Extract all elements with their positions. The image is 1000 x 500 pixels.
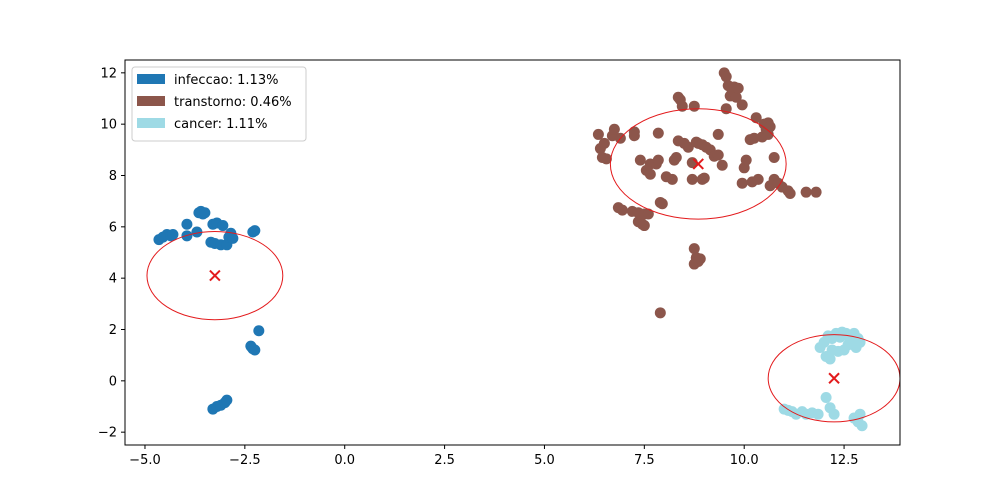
- data-point-s2-33: [854, 408, 866, 420]
- data-point-s1-12: [628, 130, 640, 142]
- data-point-s1-15: [634, 154, 646, 166]
- cluster-ellipse-1: [609, 108, 787, 220]
- data-point-s1-84: [800, 186, 812, 198]
- data-point-s1-20: [642, 208, 654, 220]
- centroid-x-marker-1: [692, 158, 704, 170]
- data-point-s1-90: [694, 253, 706, 265]
- data-point-s0-21: [227, 232, 239, 244]
- data-point-s1-38: [682, 141, 694, 153]
- data-point-s1-9: [616, 204, 628, 216]
- x-tick-label-5: 7.5: [634, 453, 655, 468]
- legend-box: [131, 66, 307, 142]
- data-point-s1-6: [608, 123, 620, 135]
- data-point-s0-11: [199, 207, 211, 219]
- data-point-s1-24: [652, 154, 664, 166]
- x-tick-label-6: 10.0: [730, 453, 759, 468]
- y-axis: −2 0 2 4 6 8 10 12: [98, 66, 125, 441]
- legend-label-2: cancer: 1.11%: [174, 117, 267, 132]
- data-point-s1-85: [810, 186, 822, 198]
- data-point-s1-3: [598, 137, 610, 149]
- data-point-s0-32: [221, 394, 233, 406]
- y-tick-label-2: 2: [109, 323, 117, 338]
- data-point-s1-70: [752, 173, 764, 185]
- legend: infeccao: 1.13% transtorno: 0.46% cancer: …: [131, 66, 307, 142]
- cluster-ellipse-0: [146, 230, 284, 321]
- centroid-x-marker-0: [209, 269, 221, 282]
- data-point-s1-22: [644, 168, 656, 180]
- legend-swatch-1: [137, 96, 165, 106]
- data-point-s0-23: [249, 225, 261, 237]
- data-point-s2-27: [820, 392, 832, 404]
- data-point-s1-55: [720, 71, 732, 83]
- x-tick-label-3: 2.5: [434, 453, 455, 468]
- data-point-s0-6: [181, 230, 193, 242]
- x-axis: −5.0 −2.5 0.0 2.5 5.0 7.5 10.0 12.5: [129, 445, 859, 468]
- data-point-s2-29: [828, 408, 840, 420]
- y-tick-label-0: −2: [98, 426, 117, 441]
- data-point-s2-32: [856, 420, 868, 432]
- plot-frame: [124, 59, 901, 446]
- data-point-s1-63: [736, 99, 748, 111]
- data-point-s1-32: [670, 152, 682, 164]
- x-tick-label-1: −2.5: [229, 453, 261, 468]
- data-point-s2-15: [824, 353, 836, 365]
- legend-label-1: transtorno: 0.46%: [174, 95, 292, 110]
- data-point-s1-41: [688, 100, 700, 112]
- data-point-s1-53: [720, 103, 732, 115]
- centroid-x-marker-2: [828, 372, 840, 384]
- data-point-s1-51: [712, 128, 724, 140]
- x-tick-label-7: 12.5: [830, 453, 859, 468]
- data-point-s1-65: [740, 154, 752, 166]
- data-point-s2-26: [812, 408, 824, 420]
- data-point-s0-24: [253, 325, 265, 337]
- data-point-s1-40: [686, 173, 698, 185]
- legend-swatch-0: [137, 74, 165, 84]
- data-points: [153, 67, 868, 432]
- y-tick-label-5: 8: [109, 169, 117, 184]
- y-tick-label-7: 12: [100, 66, 117, 81]
- data-point-s1-0: [592, 128, 604, 140]
- data-point-s0-17: [217, 220, 229, 232]
- data-point-s1-77: [764, 121, 776, 133]
- y-tick-label-6: 10: [100, 118, 117, 133]
- data-point-s1-78: [768, 152, 780, 164]
- legend-label-0: infeccao: 1.13%: [174, 73, 278, 88]
- data-point-s1-62: [736, 177, 748, 189]
- x-tick-label-2: 0.0: [334, 453, 355, 468]
- data-point-s1-50: [712, 149, 724, 161]
- data-point-s1-52: [716, 159, 728, 171]
- legend-swatch-2: [137, 118, 165, 128]
- data-point-s1-25: [652, 127, 664, 139]
- data-point-s1-83: [784, 187, 796, 199]
- data-point-s1-27: [656, 198, 668, 210]
- data-point-s1-30: [666, 173, 678, 185]
- data-point-s0-7: [191, 226, 203, 238]
- data-point-s1-4: [600, 153, 612, 165]
- y-tick-label-1: 0: [109, 374, 117, 389]
- data-point-s1-60: [730, 91, 742, 103]
- data-point-s0-4: [167, 229, 179, 241]
- data-point-s0-27: [249, 344, 261, 356]
- data-point-s1-46: [698, 172, 710, 184]
- data-point-s1-28: [654, 307, 666, 319]
- x-tick-label-0: −5.0: [129, 453, 161, 468]
- y-tick-label-4: 6: [109, 220, 117, 235]
- y-tick-label-3: 4: [109, 272, 117, 287]
- data-point-s1-17: [638, 220, 650, 232]
- data-point-s2-18: [842, 339, 854, 351]
- data-point-s1-86: [688, 243, 700, 255]
- x-tick-label-4: 5.0: [534, 453, 555, 468]
- data-point-s1-61: [732, 82, 744, 94]
- data-point-s0-5: [181, 218, 193, 230]
